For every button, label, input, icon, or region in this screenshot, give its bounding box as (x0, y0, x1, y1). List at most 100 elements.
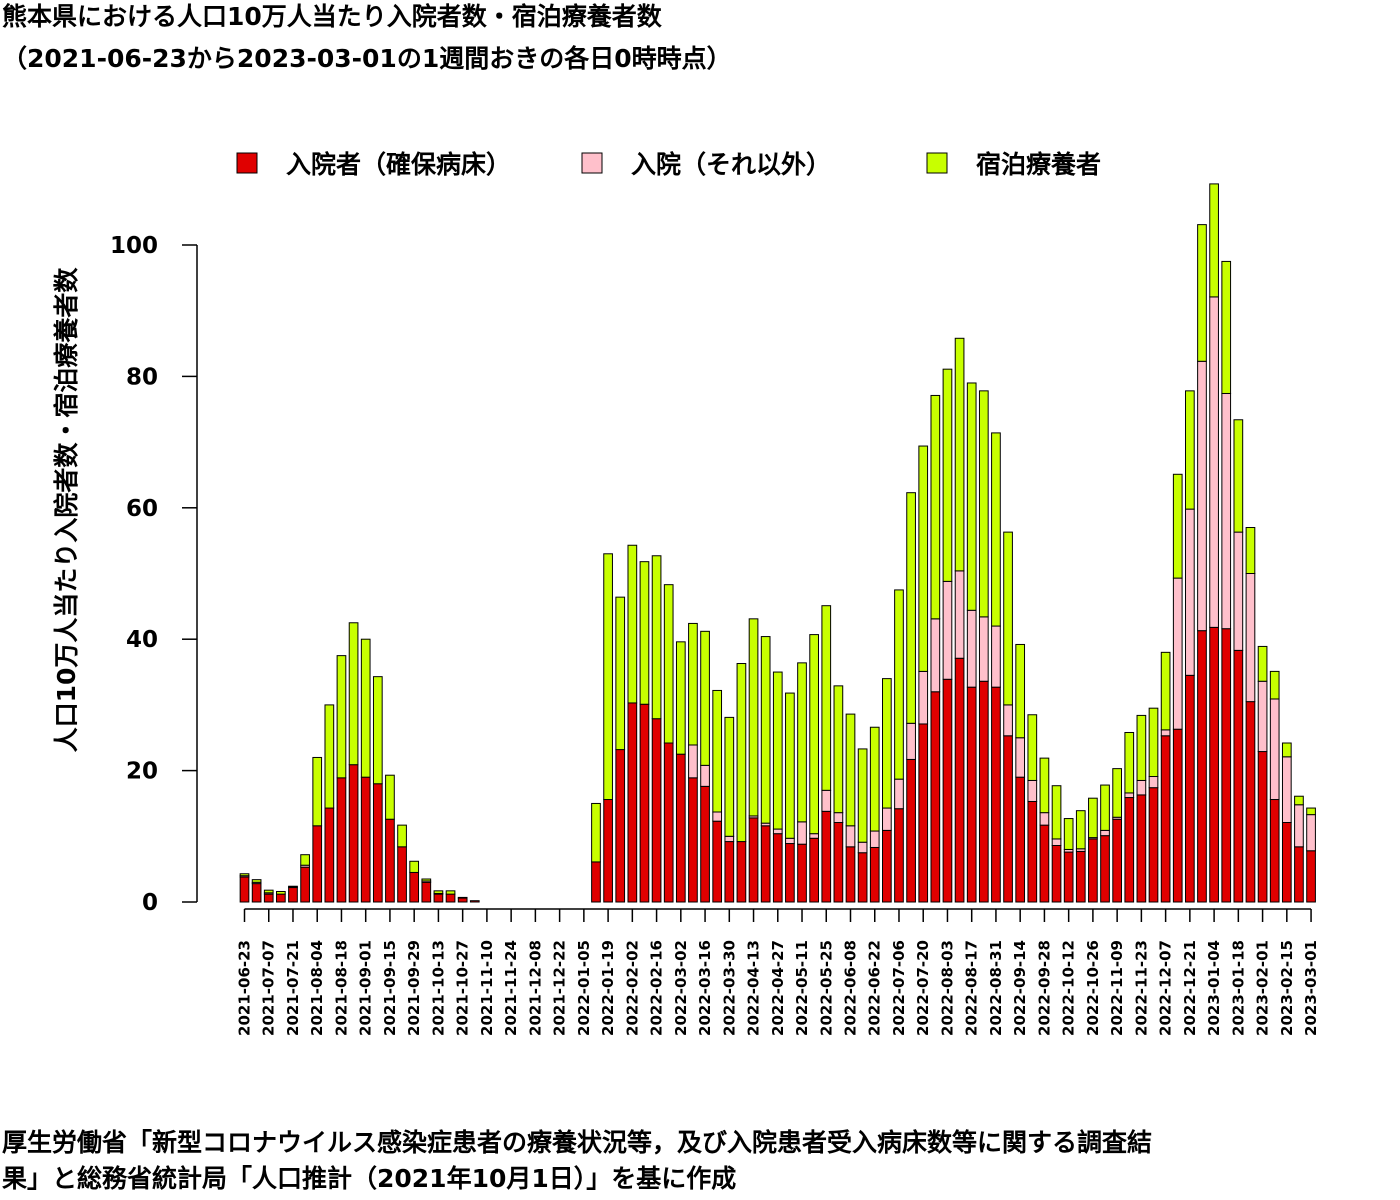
bar-segment-hotel-care (276, 890, 286, 895)
bar-segment-hotel-care (906, 492, 916, 724)
bar-segment-hospitalized-other (857, 841, 868, 854)
bar-segment-hospitalized-other (1221, 392, 1232, 630)
bar-segment-hospitalized-secured (1112, 818, 1122, 903)
bar-segment-hospitalized-secured (906, 758, 916, 903)
bar-segment-hotel-care (748, 618, 759, 817)
legend: 入院者（確保病床） 入院（それ以外） 宿泊療養者 (236, 150, 1101, 179)
x-tick-label: 2022-05-11 (793, 940, 811, 1036)
x-tick-label: 2022-09-14 (1011, 940, 1029, 1036)
bar-segment-hotel-care (1245, 527, 1256, 575)
bars (239, 183, 1316, 903)
x-tick-label: 2021-10-27 (454, 940, 472, 1036)
bar-segment-hospitalized-other (894, 778, 904, 810)
bar-segment-hospitalized-secured (615, 749, 626, 903)
x-tick-label: 2022-11-23 (1132, 940, 1150, 1036)
bar-segment-hotel-care (239, 873, 250, 877)
bar-segment-hospitalized-secured (894, 808, 904, 903)
bar-segment-hospitalized-secured (469, 900, 480, 903)
bar-segment-hospitalized-secured (360, 776, 371, 903)
x-tick-label: 2022-12-07 (1157, 940, 1175, 1036)
chart-subtitle: （2021-06-23から2023-03-01の1週間おきの各日0時時点） (2, 44, 732, 73)
source-note-line1: 厚生労働省「新型コロナウイルス感染症患者の療養状況等，及び入院患者受入病床数等に… (2, 1128, 1153, 1157)
bar-segment-hotel-care (1160, 651, 1171, 731)
x-tick-label: 2022-01-19 (599, 940, 617, 1036)
x-axis-labels: 2021-06-23 2021-07-07 2021-07-21 2021-08-04… (236, 908, 1320, 1036)
bar-segment-hospitalized-other (1027, 779, 1038, 802)
x-tick-label: 2022-06-22 (866, 940, 884, 1036)
bar-segment-hospitalized-other (1148, 776, 1159, 789)
bar-segment-hotel-care (1294, 795, 1304, 806)
x-tick-label: 2022-12-21 (1181, 940, 1199, 1036)
bar-segment-hotel-care (1233, 419, 1244, 533)
bar-segment-hotel-care (918, 445, 929, 672)
bar-segment-hotel-care (797, 662, 807, 823)
x-tick-label: 2022-04-13 (745, 940, 763, 1036)
bar-segment-hotel-care (457, 896, 468, 899)
bar-segment-hospitalized-other (991, 625, 1001, 688)
x-tick-label: 2023-02-15 (1278, 940, 1296, 1036)
x-tick-label: 2021-09-01 (357, 940, 375, 1036)
x-tick-label: 2022-06-08 (842, 940, 860, 1036)
bar-segment-hotel-care (785, 692, 795, 839)
bar-segment-hospitalized-secured (1100, 835, 1110, 903)
bar-segment-hotel-care (639, 561, 650, 705)
x-tick-label: 2022-07-06 (890, 940, 908, 1036)
chart-title: 熊本県における人口10万人当たり入院者数・宿泊療養者数 (2, 2, 662, 31)
bar-segment-hospitalized-other (882, 807, 892, 831)
bar-segment-hospitalized-secured (1245, 701, 1256, 903)
x-tick-label: 2022-02-02 (623, 940, 641, 1036)
bar-segment-hospitalized-other (1306, 814, 1316, 852)
bar-segment-hospitalized-secured (1124, 797, 1135, 903)
bar-segment-hospitalized-secured (324, 807, 335, 903)
bar-segment-hospitalized-other (1160, 729, 1171, 737)
legend-swatch-hospitalized-other (581, 152, 603, 174)
x-tick-label: 2022-10-26 (1084, 940, 1102, 1036)
y-axis-title: 人口10万人当たり入院者数・宿泊療養者数 (52, 267, 81, 753)
bar-segment-hotel-care (627, 544, 638, 704)
x-tick-label: 2022-09-28 (1035, 940, 1053, 1036)
bar-segment-hotel-care (397, 824, 407, 848)
bar-segment-hospitalized-other (785, 837, 795, 845)
bar-segment-hospitalized-secured (603, 799, 613, 903)
bar-segment-hospitalized-secured (797, 843, 807, 903)
bar-segment-hotel-care (651, 555, 662, 720)
bar-segment-hotel-care (591, 802, 601, 863)
x-tick-label: 2021-09-29 (405, 940, 423, 1036)
x-tick-label: 2023-03-01 (1302, 940, 1320, 1036)
x-tick-label: 2021-12-22 (551, 940, 569, 1036)
bar-segment-hospitalized-other (1233, 531, 1244, 651)
bar-segment-hospitalized-secured (1221, 628, 1232, 903)
bar-segment-hospitalized-secured (809, 837, 819, 903)
bar-segment-hotel-care (1257, 645, 1268, 682)
bar-segment-hospitalized-secured (663, 742, 674, 903)
bar-segment-hospitalized-secured (845, 846, 856, 903)
bar-segment-hotel-care (300, 854, 310, 866)
x-tick-label: 2023-01-04 (1205, 940, 1223, 1036)
bar-segment-hotel-care (1003, 531, 1013, 706)
bar-segment-hospitalized-secured (591, 861, 601, 903)
bar-segment-hospitalized-secured (991, 686, 1001, 903)
bar-segment-hotel-care (1051, 785, 1062, 840)
bar-segment-hospitalized-other (700, 764, 710, 787)
bar-segment-hospitalized-secured (675, 753, 686, 903)
bar-segment-hospitalized-secured (336, 777, 347, 903)
bar-segment-hospitalized-secured (1148, 787, 1159, 903)
bar-segment-hotel-care (869, 726, 880, 832)
x-tick-label: 2021-10-13 (429, 940, 447, 1036)
legend-swatch-hospitalized-secured (236, 152, 258, 174)
bar-segment-hotel-care (1281, 742, 1292, 758)
bar-segment-hotel-care (954, 337, 965, 572)
bar-segment-hospitalized-secured (942, 678, 953, 903)
bar-segment-hospitalized-secured (760, 825, 771, 903)
bar-segment-hospitalized-secured (409, 871, 420, 903)
y-tick-label: 100 (110, 233, 158, 259)
x-tick-label: 2022-07-20 (914, 940, 932, 1036)
x-tick-label: 2023-02-01 (1254, 940, 1272, 1036)
x-tick-label: 2021-12-08 (526, 940, 544, 1036)
bar-segment-hospitalized-other (1039, 812, 1050, 826)
bar-segment-hotel-care (663, 584, 674, 744)
bar-segment-hospitalized-secured (882, 829, 892, 903)
bar-segment-hospitalized-secured (821, 810, 832, 903)
bar-segment-hospitalized-other (797, 821, 807, 845)
